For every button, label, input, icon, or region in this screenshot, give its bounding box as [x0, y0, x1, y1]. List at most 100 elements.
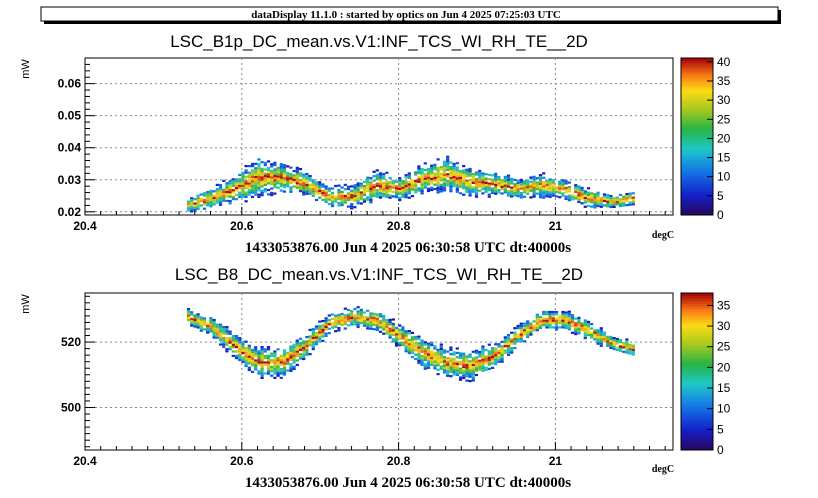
heatmap-cell: [506, 347, 511, 350]
heatmap-cell: [276, 361, 280, 364]
heatmap-cell: [526, 188, 530, 191]
heatmap-cell: [279, 189, 283, 192]
heatmap-cell: [260, 372, 264, 375]
heatmap-cell: [362, 180, 367, 183]
heatmap-cell: [500, 356, 504, 359]
heatmap-cell: [330, 202, 335, 205]
colorbar-swatch: [681, 400, 713, 404]
heatmap-cell: [458, 356, 463, 359]
colorbar-swatch: [681, 345, 713, 349]
heatmap-cell: [378, 321, 383, 325]
heatmap-cell: [343, 194, 347, 197]
heatmap-cell: [263, 354, 267, 357]
heatmap-cell: [465, 184, 469, 187]
heatmap-cell: [186, 312, 191, 315]
heatmap-cell: [599, 196, 603, 200]
heatmap-cell: [551, 319, 555, 322]
heatmap-cell: [628, 192, 632, 195]
heatmap-cell: [398, 188, 402, 191]
heatmap-cell: [452, 366, 456, 369]
heatmap-cell: [369, 318, 373, 322]
colorbar-swatch: [681, 353, 713, 357]
heatmap-cell: [602, 340, 607, 343]
heatmap-cell: [321, 194, 325, 197]
heatmap-cell: [314, 187, 319, 191]
heatmap-cell: [404, 193, 408, 197]
heatmap-cell: [519, 331, 523, 334]
heatmap-cell: [356, 306, 360, 309]
heatmap-cell: [567, 190, 571, 193]
heatmap-cell: [327, 332, 331, 335]
heatmap-cell: [273, 192, 277, 195]
heatmap-cell: [292, 345, 296, 349]
heatmap-cell: [385, 319, 389, 322]
heatmap-cell: [295, 166, 299, 169]
heatmap-cell: [199, 204, 203, 207]
heatmap-cell: [276, 169, 280, 172]
heatmap-cell: [340, 190, 344, 193]
heatmap-cell: [266, 171, 271, 174]
heatmap-cell: [190, 313, 194, 316]
heatmap-cell: [596, 196, 600, 199]
heatmap-cell: [356, 202, 360, 205]
heatmap-cell: [273, 361, 277, 364]
heatmap-cell: [250, 171, 255, 174]
heatmap-cell: [186, 209, 191, 212]
heatmap-cell: [538, 320, 543, 323]
heatmap-cell: [618, 193, 623, 197]
heatmap-cell: [302, 349, 306, 352]
heatmap-cell: [266, 177, 271, 181]
heatmap-cell: [430, 169, 434, 172]
heatmap-cell: [382, 328, 386, 331]
heatmap-cell: [241, 193, 245, 196]
heatmap-cell: [462, 363, 466, 366]
heatmap-cell: [231, 341, 235, 344]
heatmap-cell: [420, 179, 424, 182]
heatmap-cell: [449, 174, 453, 177]
heatmap-cell: [430, 341, 434, 344]
heatmap-cell: [452, 184, 456, 188]
heatmap-cell: [455, 170, 459, 174]
heatmap-cell: [302, 340, 306, 343]
heatmap-cell: [276, 175, 280, 178]
heatmap-cell: [551, 192, 555, 195]
colorbar-swatch: [681, 149, 713, 153]
colorbar-swatch: [681, 173, 713, 177]
heatmap-cell: [330, 205, 335, 208]
heatmap-cell: [321, 333, 325, 336]
heatmap-cell: [234, 354, 239, 357]
heatmap-cell: [503, 178, 507, 181]
heatmap-cell: [426, 355, 431, 358]
heatmap-cell: [494, 354, 498, 357]
heatmap-cell: [257, 359, 261, 362]
heatmap-cell: [567, 315, 571, 318]
banner-box: [40, 6, 779, 22]
heatmap-cell: [228, 200, 232, 203]
heatmap-cell: [474, 178, 479, 181]
heatmap-cell: [442, 176, 447, 179]
heatmap-cell: [238, 178, 242, 181]
x-tick-label: 21: [549, 454, 563, 468]
heatmap-cell: [398, 333, 402, 336]
heatmap-cell: [430, 164, 434, 167]
heatmap-cell: [401, 326, 405, 329]
heatmap-cell: [414, 188, 418, 192]
heatmap-cell: [257, 372, 261, 375]
heatmap-cell: [497, 360, 501, 363]
heatmap-cell: [372, 175, 376, 178]
heatmap-cell: [295, 363, 299, 366]
colorbar-swatch: [681, 157, 713, 161]
heatmap-cell: [318, 338, 322, 341]
heatmap-cell: [282, 366, 287, 370]
heatmap-cell: [254, 346, 258, 349]
heatmap-cell: [359, 313, 363, 316]
heatmap-cell: [244, 349, 248, 352]
heatmap-cell: [305, 342, 309, 345]
heatmap-cell: [522, 189, 527, 192]
heatmap-cell: [497, 176, 501, 179]
heatmap-cell: [446, 372, 450, 375]
heatmap-cell: [510, 342, 514, 345]
heatmap-cell: [452, 351, 456, 354]
heatmap-cell: [266, 169, 271, 172]
